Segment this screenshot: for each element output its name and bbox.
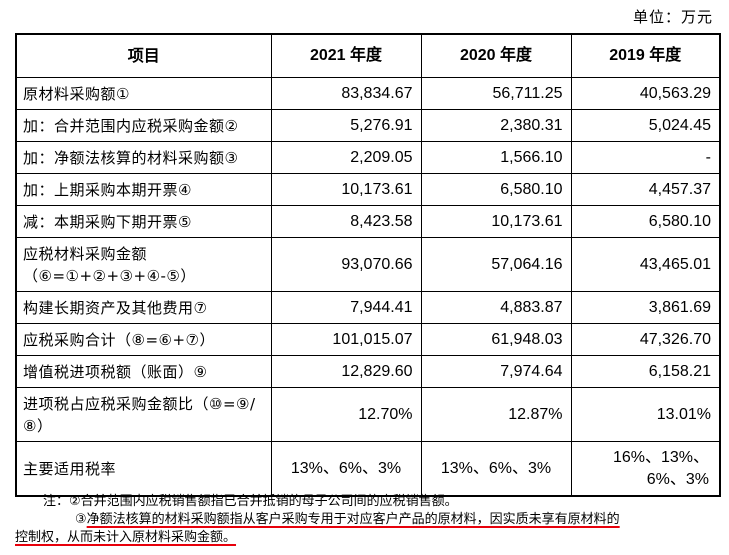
cell-2020: 1,566.10 — [420, 141, 572, 174]
cell-2020: 57,064.16 — [420, 237, 572, 292]
table-row: 增值税进项税额（账面）⑨ 12,829.60 7,974.64 6,158.21 — [15, 355, 721, 388]
row-item-label: 原材料采购额① — [15, 77, 272, 110]
cell-2019: 5,024.45 — [570, 109, 721, 142]
cell-2020: 13%、6%、3% — [420, 441, 572, 497]
cell-2019: 43,465.01 — [570, 237, 721, 292]
cell-2019: 40,563.29 — [570, 77, 721, 110]
table-row: 减：本期采购下期开票⑤ 8,423.58 10,173.61 6,580.10 — [15, 205, 721, 238]
cell-2020: 2,380.31 — [420, 109, 572, 142]
cell-2021: 10,173.61 — [270, 173, 422, 206]
cell-2019: 13.01% — [570, 387, 721, 442]
cell-2020: 56,711.25 — [420, 77, 572, 110]
table-row: 进项税占应税采购金额比（⑩=⑨/⑧） 12.70% 12.87% 13.01% — [15, 387, 721, 442]
table-row: 应税采购合计（⑧=⑥+⑦） 101,015.07 61,948.03 47,32… — [15, 323, 721, 356]
note-2-continued: 控制权，从而未计入原材料采购金额。 — [15, 529, 719, 547]
row-item-label: 主要适用税率 — [15, 441, 272, 497]
cell-2021: 13%、6%、3% — [270, 441, 422, 497]
header-2020: 2020 年度 — [420, 33, 572, 78]
cell-2021: 7,944.41 — [270, 291, 422, 324]
cell-2019: 47,326.70 — [570, 323, 721, 356]
cell-2019: 4,457.37 — [570, 173, 721, 206]
purchase-tax-table: 项目 2021 年度 2020 年度 2019 年度 原材料采购额① 83,83… — [15, 33, 721, 497]
row-item-label: 构建长期资产及其他费用⑦ — [15, 291, 272, 324]
cell-2020: 4,883.87 — [420, 291, 572, 324]
table-row: 主要适用税率 13%、6%、3% 13%、6%、3% 16%、13%、6%、3% — [15, 441, 721, 497]
row-item-label: 应税材料采购金额（⑥=①+②+③+④-⑤） — [15, 237, 272, 292]
cell-2021: 5,276.91 — [270, 109, 422, 142]
cell-2020: 10,173.61 — [420, 205, 572, 238]
cell-2020: 7,974.64 — [420, 355, 572, 388]
cell-2020: 6,580.10 — [420, 173, 572, 206]
header-2019: 2019 年度 — [570, 33, 721, 78]
note-1: 注：②合并范围内应税销售额指已合并抵销的母子公司间的应税销售额。 — [43, 494, 458, 509]
cell-2020: 61,948.03 — [420, 323, 572, 356]
cell-2021: 12,829.60 — [270, 355, 422, 388]
row-item-label: 应税采购合计（⑧=⑥+⑦） — [15, 323, 272, 356]
table-row: 加：上期采购本期开票④ 10,173.61 6,580.10 4,457.37 — [15, 173, 721, 206]
row-item-label: 增值税进项税额（账面）⑨ — [15, 355, 272, 388]
cell-2021: 12.70% — [270, 387, 422, 442]
cell-2021: 8,423.58 — [270, 205, 422, 238]
cell-2021: 101,015.07 — [270, 323, 422, 356]
cell-2019: - — [570, 141, 721, 174]
note-2-highlight-1: 净额法核算的材料采购额指从客户采购专用于对应客户产品的原材料，因实质未享有原材料… — [86, 512, 620, 527]
table-row: 加：净额法核算的材料采购额③ 2,209.05 1,566.10 - — [15, 141, 721, 174]
note-2-highlight-2: 控制权，从而未计入原材料采购金额。 — [15, 530, 237, 545]
header-2021: 2021 年度 — [270, 33, 422, 78]
cell-2021: 83,834.67 — [270, 77, 422, 110]
cell-2020: 12.87% — [420, 387, 572, 442]
table-row: 加：合并范围内应税采购金额② 5,276.91 2,380.31 5,024.4… — [15, 109, 721, 142]
cell-2021: 93,070.66 — [270, 237, 422, 292]
table-row: 构建长期资产及其他费用⑦ 7,944.41 4,883.87 3,861.69 — [15, 291, 721, 324]
cell-2019: 6,158.21 — [570, 355, 721, 388]
row-item-label: 加：上期采购本期开票④ — [15, 173, 272, 206]
row-item-label: 加：净额法核算的材料采购额③ — [15, 141, 272, 174]
note-2-prefix: ③ — [75, 512, 87, 527]
note-2: ③净额法核算的材料采购额指从客户采购专用于对应客户产品的原材料，因实质未享有原材… — [15, 511, 719, 529]
cell-2019: 6,580.10 — [570, 205, 721, 238]
cell-2021: 2,209.05 — [270, 141, 422, 174]
unit-label: 单位：万元 — [632, 8, 713, 26]
row-item-label: 加：合并范围内应税采购金额② — [15, 109, 272, 142]
table-row: 应税材料采购金额（⑥=①+②+③+④-⑤） 93,070.66 57,064.1… — [15, 237, 721, 292]
header-item: 项目 — [15, 33, 272, 78]
cell-2019: 3,861.69 — [570, 291, 721, 324]
table-row: 原材料采购额① 83,834.67 56,711.25 40,563.29 — [15, 77, 721, 110]
cell-2019: 16%、13%、6%、3% — [570, 441, 721, 497]
table-notes: 注：②合并范围内应税销售额指已合并抵销的母子公司间的应税销售额。 ③净额法核算的… — [15, 493, 719, 547]
row-item-label: 进项税占应税采购金额比（⑩=⑨/⑧） — [15, 387, 272, 442]
row-item-label: 减：本期采购下期开票⑤ — [15, 205, 272, 238]
table-header-row: 项目 2021 年度 2020 年度 2019 年度 — [15, 33, 721, 78]
